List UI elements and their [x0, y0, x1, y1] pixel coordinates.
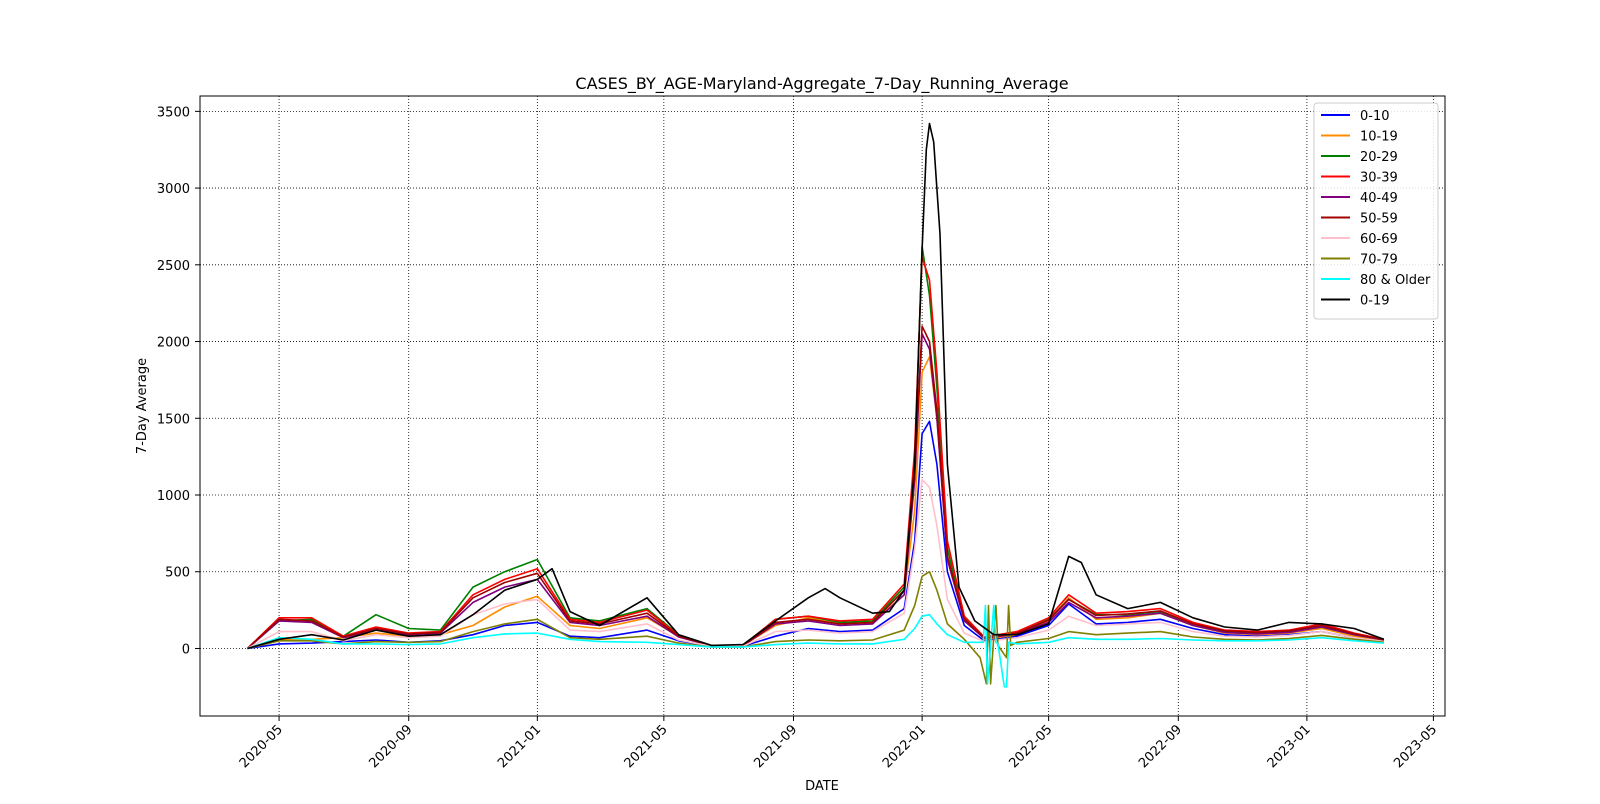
- y-tick-label: 0: [182, 642, 190, 657]
- y-tick-label: 3000: [157, 182, 190, 197]
- legend-label: 10-19: [1360, 130, 1398, 145]
- legend-label: 50-59: [1360, 212, 1398, 227]
- y-tick-label: 1000: [157, 489, 190, 504]
- legend-label: 20-29: [1360, 150, 1398, 165]
- legend-label: 40-49: [1360, 191, 1398, 206]
- legend-label: 30-39: [1360, 171, 1398, 186]
- legend-label: 0-19: [1360, 294, 1390, 309]
- plot-frame: [199, 95, 1446, 717]
- x-axis-label: DATE: [805, 779, 839, 794]
- legend: 0-10 10-19 20-29 30-39 40-49 50-59 60-69 70-79 8…: [1313, 102, 1439, 320]
- y-tick-label: 500: [165, 566, 190, 581]
- y-axis-ticks: 0 500 1000 1500 2000 2500 3000 3500: [157, 105, 200, 657]
- legend-label: 80 & Older: [1360, 273, 1431, 288]
- series-line: [247, 570, 1384, 685]
- y-tick-label: 3500: [157, 105, 190, 120]
- legend-label: 60-69: [1360, 232, 1398, 247]
- y-axis-label: 7-Day Average: [135, 358, 150, 454]
- series-line: [247, 122, 1385, 650]
- y-tick-label: 2500: [157, 259, 190, 274]
- series-line: [247, 604, 1384, 688]
- y-tick-label: 1500: [157, 412, 190, 427]
- chart-title: CASES_BY_AGE-Maryland-Aggregate_7-Day_Ru…: [575, 74, 1068, 94]
- grid: [200, 96, 1445, 716]
- legend-label: 70-79: [1360, 253, 1398, 268]
- legend-label: 0-10: [1360, 109, 1390, 124]
- y-tick-label: 2000: [157, 336, 190, 351]
- series-line: [246, 333, 1385, 650]
- series-lines: [246, 122, 1385, 688]
